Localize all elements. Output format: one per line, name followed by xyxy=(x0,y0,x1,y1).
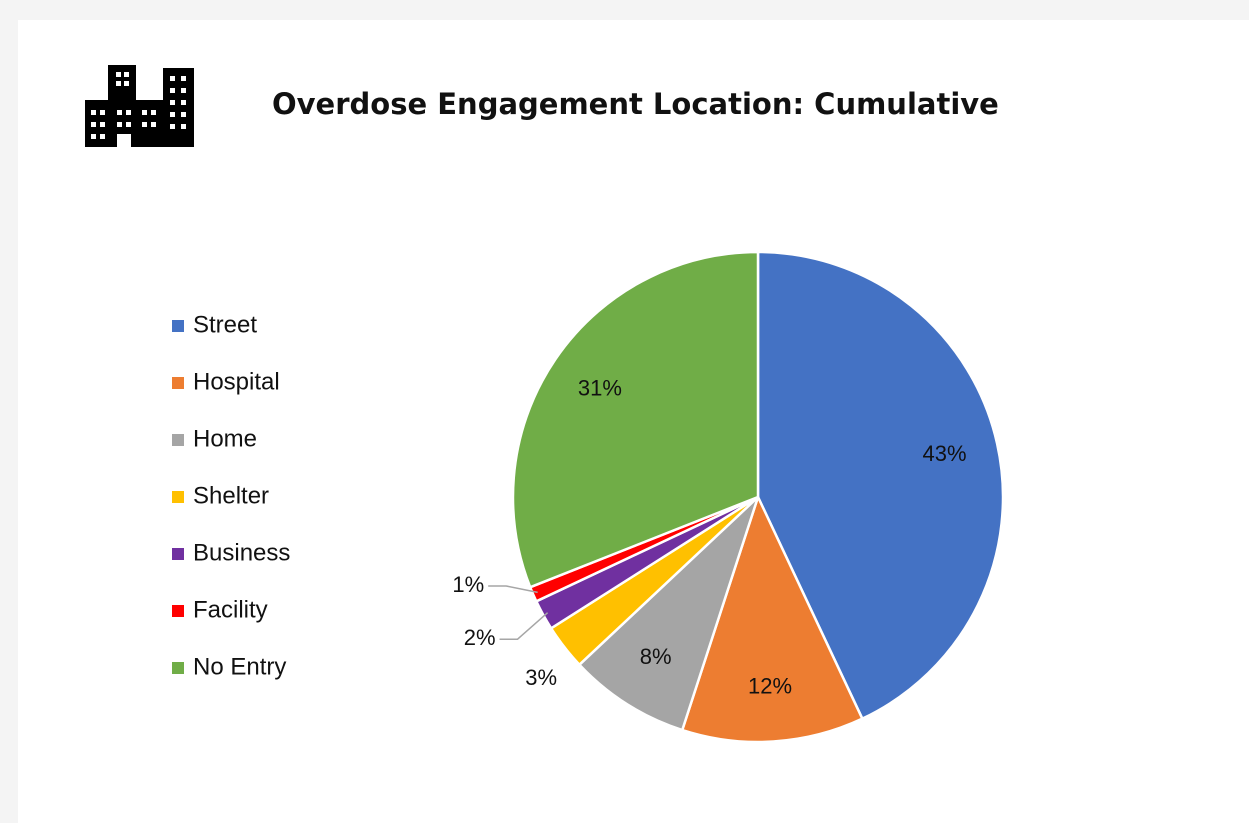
pie-slice xyxy=(511,250,760,589)
legend-label: Home xyxy=(193,425,257,452)
legend-swatch xyxy=(172,434,184,446)
data-label: 1% xyxy=(452,572,484,597)
legend-swatch xyxy=(172,548,184,560)
legend-label: Street xyxy=(193,311,257,338)
data-label: 43% xyxy=(922,441,966,466)
buildings-icon xyxy=(85,65,194,147)
legend-label: No Entry xyxy=(193,653,286,680)
chart-title: Overdose Engagement Location: Cumulative xyxy=(272,87,999,121)
legend-label: Facility xyxy=(193,596,268,623)
pie-slice xyxy=(680,493,864,744)
leader-line xyxy=(499,612,549,640)
data-label: 3% xyxy=(525,665,557,690)
legend-label: Business xyxy=(193,539,290,566)
data-label: 12% xyxy=(748,674,792,699)
pie-slice xyxy=(577,496,760,732)
legend-swatch xyxy=(172,491,184,503)
legend-swatch xyxy=(172,377,184,389)
pie-slice xyxy=(756,250,1005,721)
legend-label: Shelter xyxy=(193,482,269,509)
data-label: 2% xyxy=(464,625,496,650)
data-label: 31% xyxy=(578,375,622,400)
data-label: 8% xyxy=(640,644,672,669)
legend-swatch xyxy=(172,320,184,332)
legend-swatch xyxy=(172,662,184,674)
legend-label: Hospital xyxy=(193,368,280,395)
leader-line xyxy=(488,585,538,594)
legend-swatch xyxy=(172,605,184,617)
